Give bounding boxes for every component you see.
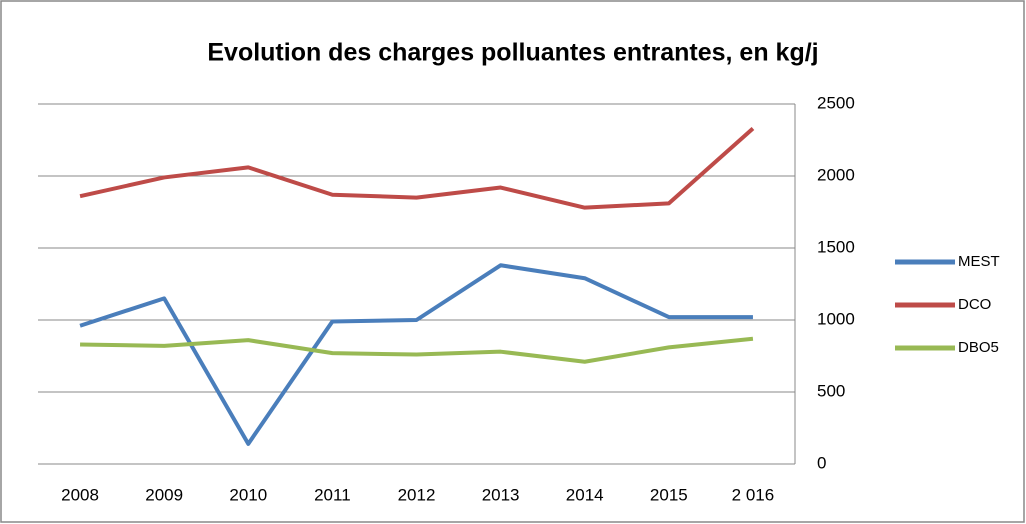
legend-label: MEST: [958, 253, 1000, 270]
y-tick-label: 500: [817, 381, 845, 400]
x-tick-label: 2012: [398, 485, 436, 504]
y-tick-label: 1000: [817, 309, 855, 328]
y-tick-label: 2500: [817, 93, 855, 112]
legend-label: DBO5: [958, 339, 999, 356]
series-line: [80, 336, 754, 364]
legend-label: DCO: [958, 296, 991, 313]
series-line: [79, 126, 755, 210]
y-tick-label: 1500: [817, 237, 855, 256]
y-tick-label: 0: [817, 453, 826, 472]
chart-title: Evolution des charges polluantes entrant…: [207, 39, 818, 67]
x-tick-label: 2015: [650, 485, 688, 504]
x-tick-label: 2014: [566, 485, 604, 504]
x-tick-label: 2011: [314, 485, 351, 504]
x-tick-label: 2 016: [732, 485, 775, 504]
series-line: [79, 263, 753, 446]
x-tick-label: 2009: [145, 485, 183, 504]
y-tick-label: 2000: [817, 165, 855, 184]
x-tick-label: 2013: [482, 485, 520, 504]
x-tick-label: 2008: [61, 485, 99, 504]
x-tick-label: 2010: [229, 485, 267, 504]
